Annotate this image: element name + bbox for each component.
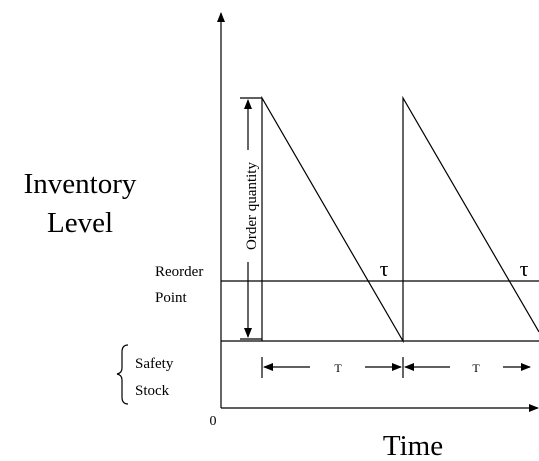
origin-label: 0: [210, 414, 217, 429]
inventory-curve: [261, 95, 539, 344]
safety-label: Stock: [135, 383, 170, 399]
y-axis-label: Inventory: [24, 168, 137, 200]
lead-time-label: τ: [520, 256, 529, 281]
safety-label: Safety: [135, 356, 174, 372]
x-axis-label: Time: [383, 430, 443, 461]
cycle-label: T: [472, 361, 480, 375]
brace: [116, 344, 129, 405]
cycle-label: T: [334, 361, 342, 375]
order-quantity-label: Order quantity: [244, 162, 260, 250]
reorder-label: Reorder: [155, 264, 203, 280]
lead-time-label: τ: [380, 256, 389, 281]
y-axis-label: Level: [47, 207, 113, 239]
reorder-label: Point: [155, 290, 188, 306]
